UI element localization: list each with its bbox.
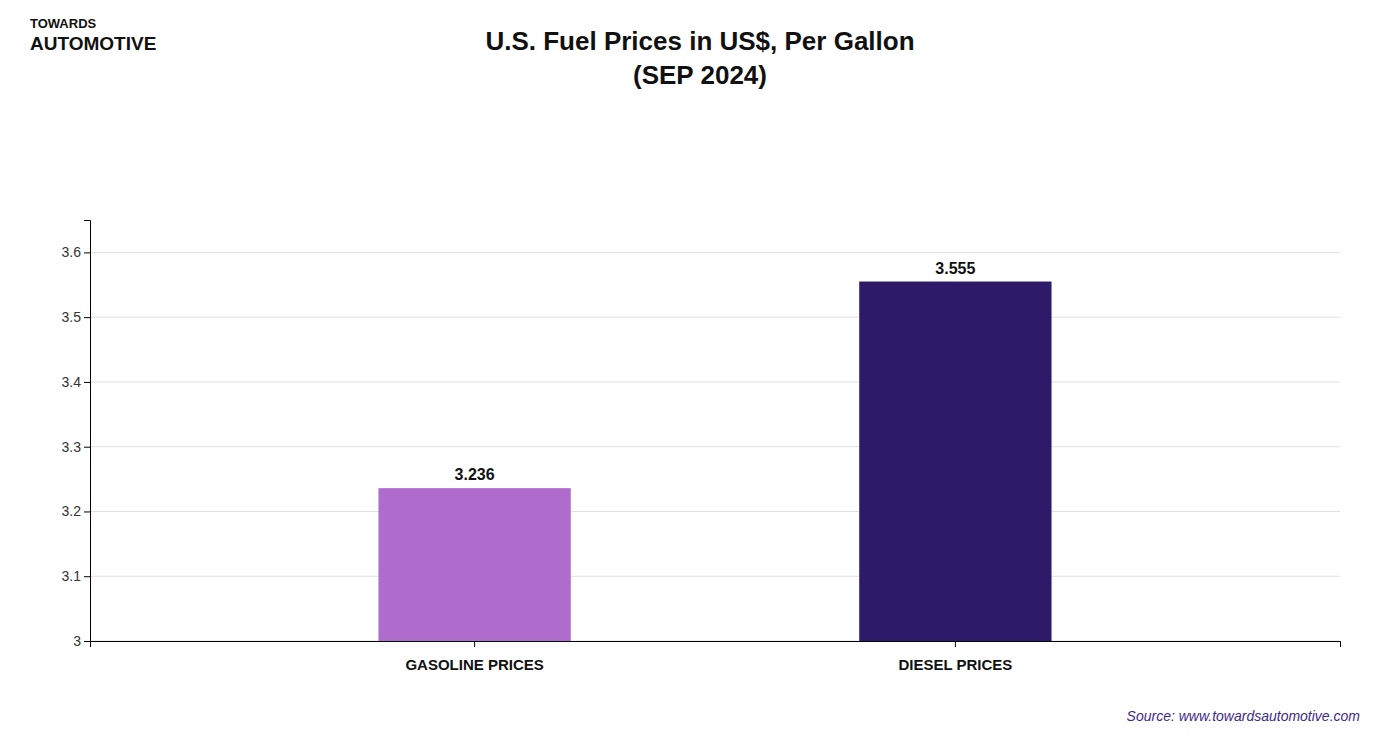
axis-line <box>84 221 91 642</box>
tick: 3.5 <box>62 309 90 325</box>
logo-text-large: AUTOMOTIVE <box>30 33 156 54</box>
tick: DIESEL PRICES <box>898 641 1012 673</box>
tick-label: 3.6 <box>62 244 82 260</box>
chart: U.S. Fuel Prices in US$, Per Gallon(SEP … <box>0 0 1400 751</box>
title: U.S. Fuel Prices in US$, Per Gallon(SEP … <box>485 26 914 90</box>
tick: GASOLINE PRICES <box>405 641 543 673</box>
grid <box>90 252 1340 641</box>
y-axis: 3 3.1 3.2 3.3 3.4 3.5 3.6 <box>62 221 91 649</box>
tick-mark <box>84 317 90 318</box>
tick-label: GASOLINE PRICES <box>405 656 543 673</box>
tick-mark <box>84 641 90 642</box>
tick-mark <box>84 447 90 448</box>
grid-line <box>90 576 1340 577</box>
data-label: 3.555 <box>935 260 975 277</box>
bar <box>859 282 1051 641</box>
tick-label: 3.3 <box>62 439 82 455</box>
source: Source: www.towardsautomotive.com <box>1127 708 1361 724</box>
tick: 3.3 <box>62 439 90 455</box>
tick-label: DIESEL PRICES <box>898 656 1012 673</box>
tick-mark <box>84 382 90 383</box>
tick-label: 3.4 <box>62 374 82 390</box>
data-label: 3.236 <box>455 466 495 483</box>
tick-label: 3.1 <box>62 568 82 584</box>
bar <box>378 488 570 641</box>
grid-line <box>90 446 1340 447</box>
tick: 3 <box>73 633 90 649</box>
logo-text-small: TOWARDS <box>30 16 97 31</box>
tick-mark <box>84 511 90 512</box>
tick-label: 3.5 <box>62 309 82 325</box>
plot: GASOLINE PRICES DIESEL PRICES 3 3.1 3.2 3.3 3.… <box>62 221 1341 751</box>
tick: 3.6 <box>62 244 90 260</box>
tick: 3.2 <box>62 503 90 519</box>
tick-mark <box>84 252 90 253</box>
tick: 3.4 <box>62 374 90 390</box>
tick-mark <box>84 576 90 577</box>
tick-label: 3 <box>73 633 81 649</box>
grid-line <box>90 317 1340 318</box>
grid-line <box>90 511 1340 512</box>
tick-mark <box>955 641 956 647</box>
tick-label: 3.2 <box>62 503 82 519</box>
x-axis: GASOLINE PRICES DIESEL PRICES <box>91 641 1341 673</box>
tick-mark <box>474 641 475 647</box>
tick: 3.1 <box>62 568 90 584</box>
grid-line <box>90 252 1340 253</box>
bars <box>378 282 1051 641</box>
axis-line <box>91 642 1341 648</box>
data-labels: 3.236 3.555 <box>455 260 976 484</box>
grid-line <box>90 381 1340 382</box>
